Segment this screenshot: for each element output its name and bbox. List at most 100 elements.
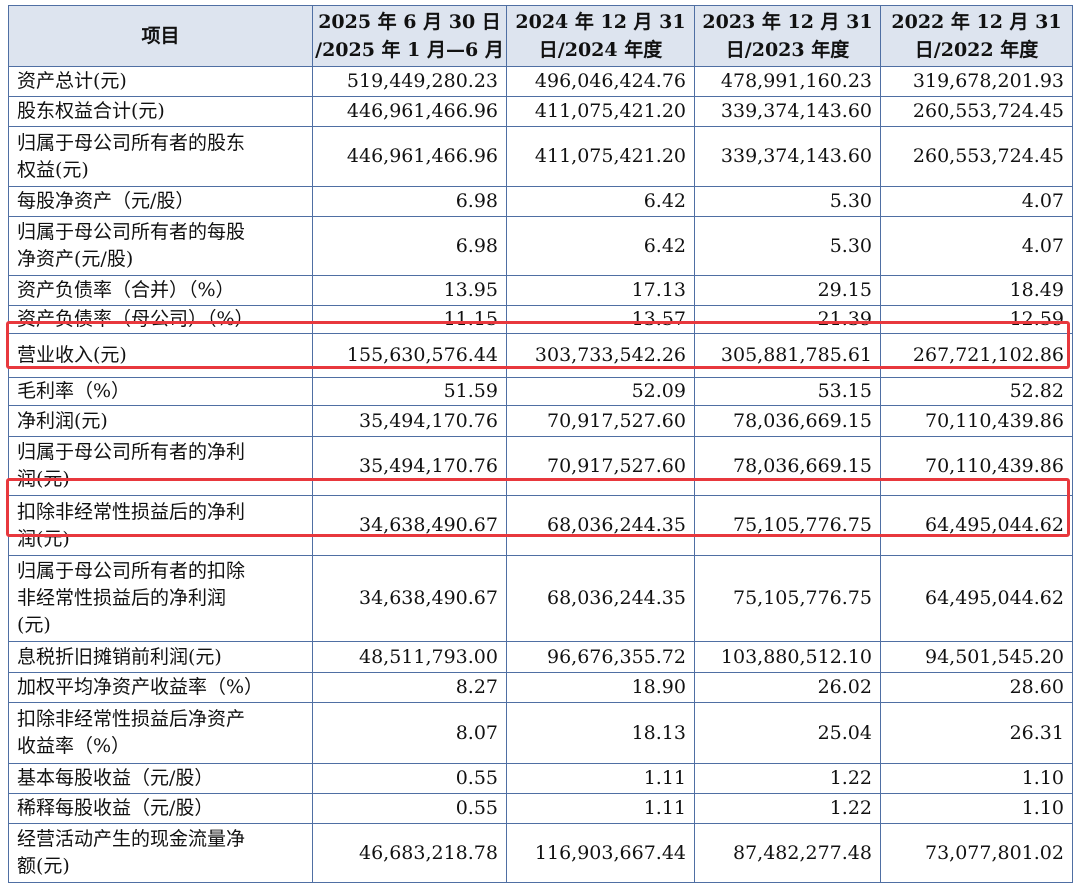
value-cell: 1.10 [880,793,1073,824]
table-row: 资产负债率（合并）（%） 13.95 17.13 29.15 18.49 [8,275,1073,306]
table-body: 资产总计(元) 519,449,280.23 496,046,424.76 478,9… [8,66,1073,883]
value-cell: 70,110,439.86 [880,436,1073,496]
header-cell: 2022 年 12 月 31 日/2022 年度 [880,5,1073,67]
value-cell: 8.27 [312,672,507,703]
table-row: 扣除非经常性损益后净资产 收益率（%） 8.07 18.13 25.04 26.31 [8,702,1073,764]
value-cell: 116,903,667.44 [506,823,695,883]
header-cell: 2024 年 12 月 31 日/2024 年度 [506,5,695,67]
value-cell: 5.30 [694,186,881,217]
value-cell: 11.15 [312,305,507,334]
value-cell: 73,077,801.02 [880,823,1073,883]
row-label: 归属于母公司所有者的净利 润(元) [8,436,313,496]
value-cell: 6.42 [506,186,695,217]
value-cell: 103,880,512.10 [694,641,881,673]
value-cell: 51.59 [312,377,507,406]
value-cell: 70,917,527.60 [506,436,695,496]
value-cell: 70,917,527.60 [506,405,695,437]
value-cell: 53.15 [694,377,881,406]
row-label: 经营活动产生的现金流量净 额(元) [8,823,313,883]
row-label: 基本每股收益（元/股） [8,763,313,794]
value-cell: 6.98 [312,216,507,276]
table-row: 股东权益合计(元) 446,961,466.96 411,075,421.20 339… [8,96,1073,127]
header-cell: 2025 年 6 月 30 日 /2025 年 1 月—6 月 [312,5,507,67]
value-cell: 68,036,244.35 [506,555,695,642]
value-cell: 34,638,490.67 [312,555,507,642]
table-row: 每股净资产（元/股） 6.98 6.42 5.30 4.07 [8,186,1073,217]
row-label: 稀释每股收益（元/股） [8,793,313,824]
row-label: 息税折旧摊销前利润(元) [8,641,313,673]
row-label: 营业收入(元) [8,333,313,378]
value-cell: 260,553,724.45 [880,126,1073,187]
table-row: 经营活动产生的现金流量净 额(元) 46,683,218.78 116,903,66… [8,823,1073,883]
row-label: 股东权益合计(元) [8,96,313,127]
value-cell: 26.31 [880,702,1073,764]
financial-table: 项目 2025 年 6 月 30 日 /2025 年 1 月—6 月 2024 年 … [8,5,1073,883]
value-cell: 35,494,170.76 [312,405,507,437]
value-cell: 21.39 [694,305,881,334]
row-label: 每股净资产（元/股） [8,186,313,217]
value-cell: 18.90 [506,672,695,703]
value-cell: 1.11 [506,763,695,794]
value-cell: 28.60 [880,672,1073,703]
value-cell: 26.02 [694,672,881,703]
value-cell: 46,683,218.78 [312,823,507,883]
value-cell: 78,036,669.15 [694,405,881,437]
value-cell: 13.57 [506,305,695,334]
table-row: 资产负债率（母公司）（%） 11.15 13.57 21.39 12.59 [8,305,1073,334]
value-cell: 25.04 [694,702,881,764]
value-cell: 8.07 [312,702,507,764]
row-label: 净利润(元) [8,405,313,437]
table-row: 基本每股收益（元/股） 0.55 1.11 1.22 1.10 [8,763,1073,794]
page: {"table": { "header": ["项目", "2025 年 6 月… [6,5,1073,883]
value-cell: 6.42 [506,216,695,276]
value-cell: 411,075,421.20 [506,126,695,187]
value-cell: 48,511,793.00 [312,641,507,673]
value-cell: 18.49 [880,275,1073,306]
value-cell: 35,494,170.76 [312,436,507,496]
value-cell: 0.55 [312,763,507,794]
value-cell: 4.07 [880,216,1073,276]
value-cell: 267,721,102.86 [880,333,1073,378]
table-row: 息税折旧摊销前利润(元) 48,511,793.00 96,676,355.72 10… [8,641,1073,673]
value-cell: 411,075,421.20 [506,96,695,127]
value-cell: 78,036,669.15 [694,436,881,496]
value-cell: 52.82 [880,377,1073,406]
table-row: 资产总计(元) 519,449,280.23 496,046,424.76 478,9… [8,66,1073,97]
value-cell: 0.55 [312,793,507,824]
value-cell: 446,961,466.96 [312,126,507,187]
table-row: 稀释每股收益（元/股） 0.55 1.11 1.22 1.10 [8,793,1073,824]
header-cell: 2023 年 12 月 31 日/2023 年度 [694,5,881,67]
value-cell: 96,676,355.72 [506,641,695,673]
value-cell: 75,105,776.75 [694,555,881,642]
value-cell: 1.11 [506,793,695,824]
value-cell: 68,036,244.35 [506,495,695,556]
table-row: 毛利率（%） 51.59 52.09 53.15 52.82 [8,377,1073,406]
value-cell: 155,630,576.44 [312,333,507,378]
row-label: 资产负债率（母公司）（%） [8,305,313,334]
value-cell: 1.22 [694,793,881,824]
value-cell: 319,678,201.93 [880,66,1073,97]
value-cell: 75,105,776.75 [694,495,881,556]
value-cell: 496,046,424.76 [506,66,695,97]
value-cell: 5.30 [694,216,881,276]
value-cell: 29.15 [694,275,881,306]
value-cell: 18.13 [506,702,695,764]
value-cell: 260,553,724.45 [880,96,1073,127]
value-cell: 52.09 [506,377,695,406]
table-row: 加权平均净资产收益率（%） 8.27 18.90 26.02 28.60 [8,672,1073,703]
table-row: 归属于母公司所有者的扣除 非经常性损益后的净利润 (元) 34,638,490.6… [8,555,1073,642]
header-cell: 项目 [8,5,313,67]
value-cell: 87,482,277.48 [694,823,881,883]
value-cell: 303,733,542.26 [506,333,695,378]
table-row: 归属于母公司所有者的股东 权益(元) 446,961,466.96 411,075,… [8,126,1073,187]
row-label: 归属于母公司所有者的每股 净资产(元/股) [8,216,313,276]
value-cell: 1.10 [880,763,1073,794]
value-cell: 446,961,466.96 [312,96,507,127]
value-cell: 339,374,143.60 [694,96,881,127]
row-label: 扣除非经常性损益后净资产 收益率（%） [8,702,313,764]
value-cell: 70,110,439.86 [880,405,1073,437]
value-cell: 519,449,280.23 [312,66,507,97]
value-cell: 64,495,044.62 [880,555,1073,642]
row-label: 毛利率（%） [8,377,313,406]
value-cell: 34,638,490.67 [312,495,507,556]
